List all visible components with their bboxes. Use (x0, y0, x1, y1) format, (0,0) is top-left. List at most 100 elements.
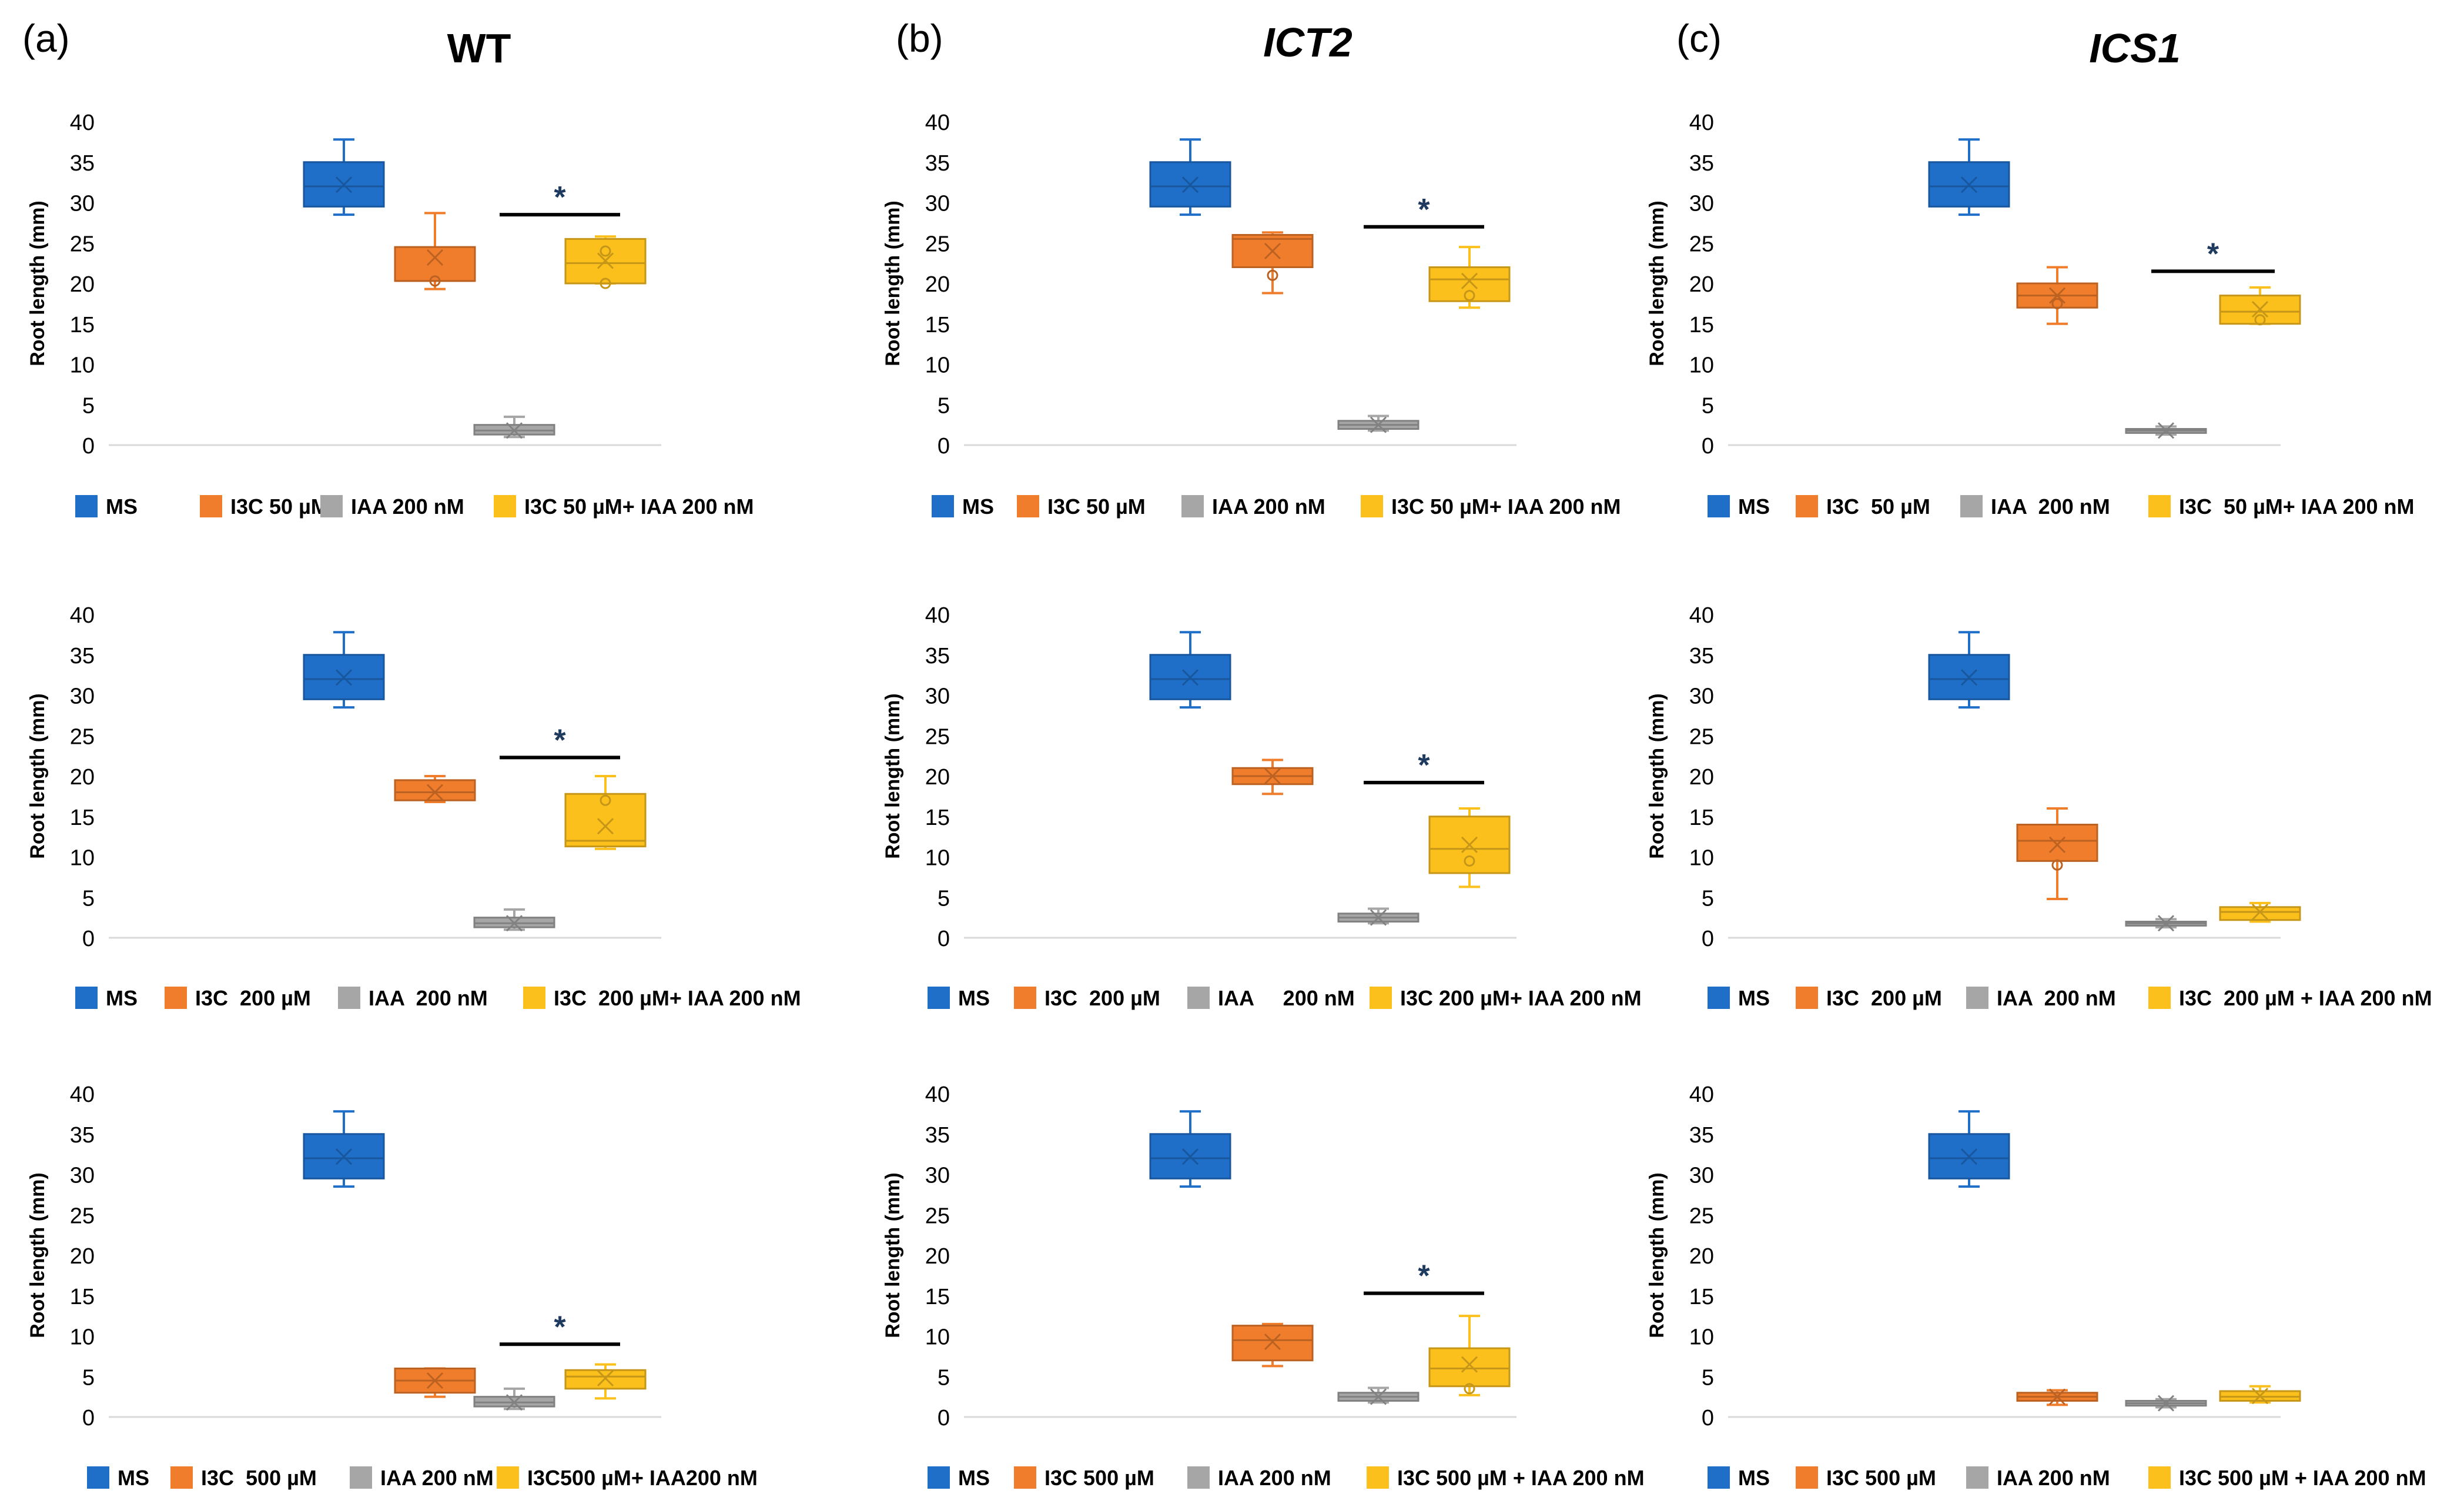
box-iaa (473, 1387, 555, 1411)
y-tick-label: 10 (925, 846, 950, 871)
y-tick-label: 40 (70, 603, 95, 628)
box-combo (1428, 1315, 1511, 1396)
mean-marker (597, 1369, 614, 1387)
legend-label: MS (106, 494, 138, 519)
y-tick-label: 20 (925, 1244, 950, 1269)
legend-label: I3C 200 µM+ IAA 200 nM (1400, 986, 1642, 1010)
y-axis-label: Root length (mm) (26, 200, 49, 366)
data-point (1464, 855, 1475, 867)
y-tick-label: 30 (70, 1164, 95, 1188)
significance-star: * (1418, 193, 1430, 227)
legend-swatch (1966, 1466, 1988, 1489)
legend-swatch (1708, 495, 1730, 517)
box-iaa (473, 415, 555, 439)
box-ms (1928, 631, 2010, 709)
panel-label-c: (c) (1676, 16, 1722, 60)
legend-swatch (165, 987, 187, 1009)
box-ms (303, 631, 385, 709)
legend-label: I3C 200 µM + IAA 200 nM (2179, 986, 2432, 1010)
column-title-wt: WT (447, 25, 511, 71)
data-point (600, 794, 611, 806)
box-i3c (394, 1367, 476, 1398)
y-tick-label: 10 (1689, 1325, 1714, 1350)
mean-marker (1370, 1388, 1387, 1405)
chart-wt-500: Root length (mm) 0 5 10 15 20 25 30 35 40 * MS I3C 5… (26, 1082, 758, 1490)
box-body (1149, 654, 1231, 700)
legend-swatch (1017, 495, 1039, 517)
legend-swatch (494, 495, 516, 517)
legend-label: I3C 500 µM (201, 1466, 317, 1490)
legend-swatch (1361, 495, 1383, 517)
significance-star: * (554, 181, 566, 215)
y-tick-label: 10 (1689, 846, 1714, 871)
box-ms (303, 138, 385, 216)
y-tick-label: 0 (1702, 927, 1714, 951)
legend-label: MS (118, 1466, 149, 1490)
legend: MS I3C 200 µM IAA 200 nM I3C 200 µM+ IAA 20… (75, 986, 801, 1010)
legend-label: I3C 200 µM (1044, 986, 1160, 1010)
chart-ict2-500: Root length (mm) 0 5 10 15 20 25 30 35 40 * MS I3C 5… (882, 1082, 1645, 1490)
mean-marker (335, 669, 353, 686)
y-axis-label: Root length (mm) (882, 693, 904, 858)
legend-swatch (75, 495, 98, 517)
y-tick-label: 0 (82, 927, 95, 951)
y-tick-label: 0 (82, 434, 95, 459)
y-tick-label: 35 (70, 1123, 95, 1148)
y-tick-label: 30 (70, 684, 95, 709)
y-tick-label: 30 (1689, 684, 1714, 709)
legend-swatch (338, 987, 360, 1009)
y-tick-label: 35 (925, 644, 950, 669)
box-body (394, 779, 476, 801)
legend: MS I3C 200 µM IAA 200 nM I3C 200 µM+ IAA 20… (928, 986, 1642, 1010)
legend-label: MS (106, 986, 138, 1010)
panel-label-a: (a) (22, 16, 70, 60)
box-i3c (1231, 1322, 1314, 1368)
y-tick-label: 10 (925, 353, 950, 378)
mean-marker (505, 915, 523, 932)
mean-marker (1461, 836, 1478, 853)
y-tick-label: 20 (70, 1244, 95, 1269)
y-tick-label: 35 (1689, 151, 1714, 176)
box-iaa (2125, 915, 2207, 932)
y-tick-label: 20 (925, 765, 950, 790)
chart-ict2-200: Root length (mm) 0 5 10 15 20 25 30 35 40 * MS I3C 2… (882, 603, 1642, 1010)
y-tick-label: 5 (938, 393, 950, 418)
legend-label: I3C 50 µM (1826, 494, 1930, 519)
panel-label-b: (b) (896, 16, 943, 60)
box-ms (1149, 631, 1231, 709)
box-combo (1428, 807, 1511, 888)
legend-label: I3C 50 µM+ IAA 200 nM (524, 494, 754, 519)
legend-label: I3C 500 µM + IAA 200 nM (1397, 1466, 1645, 1490)
box-i3c (394, 775, 476, 803)
data-point (2254, 314, 2266, 326)
legend-label: IAA 200 nM (369, 986, 488, 1010)
box-combo (1428, 246, 1511, 309)
mean-marker (1370, 909, 1387, 926)
mean-marker (505, 1394, 523, 1411)
mean-marker (1264, 767, 1281, 785)
y-tick-label: 25 (70, 724, 95, 749)
y-axis-label: Root length (mm) (26, 693, 49, 858)
mean-marker (1370, 416, 1387, 433)
y-tick-label: 35 (1689, 644, 1714, 669)
y-tick-label: 25 (925, 1204, 950, 1228)
data-point (1464, 1383, 1475, 1395)
box-combo (564, 1363, 647, 1400)
mean-marker (597, 252, 614, 269)
legend-swatch (1708, 1466, 1730, 1489)
y-axis-label: Root length (mm) (1646, 200, 1668, 366)
legend-label: I3C 200 µM+ IAA 200 nM (554, 986, 801, 1010)
y-tick-label: 40 (1689, 111, 1714, 135)
mean-marker (505, 422, 523, 439)
y-tick-label: 0 (1702, 1406, 1714, 1431)
legend-swatch (1187, 987, 1210, 1009)
legend-label: I3C 500 µM (1044, 1466, 1154, 1490)
y-tick-label: 15 (925, 1285, 950, 1309)
y-tick-label: 15 (1689, 806, 1714, 830)
box-ms (1149, 1110, 1231, 1188)
y-axis-label: Root length (mm) (882, 1172, 904, 1338)
box-combo (2219, 286, 2301, 326)
legend-label: IAA 200 nM (1218, 1466, 1331, 1490)
legend-swatch (523, 987, 545, 1009)
box-body (1428, 266, 1511, 302)
